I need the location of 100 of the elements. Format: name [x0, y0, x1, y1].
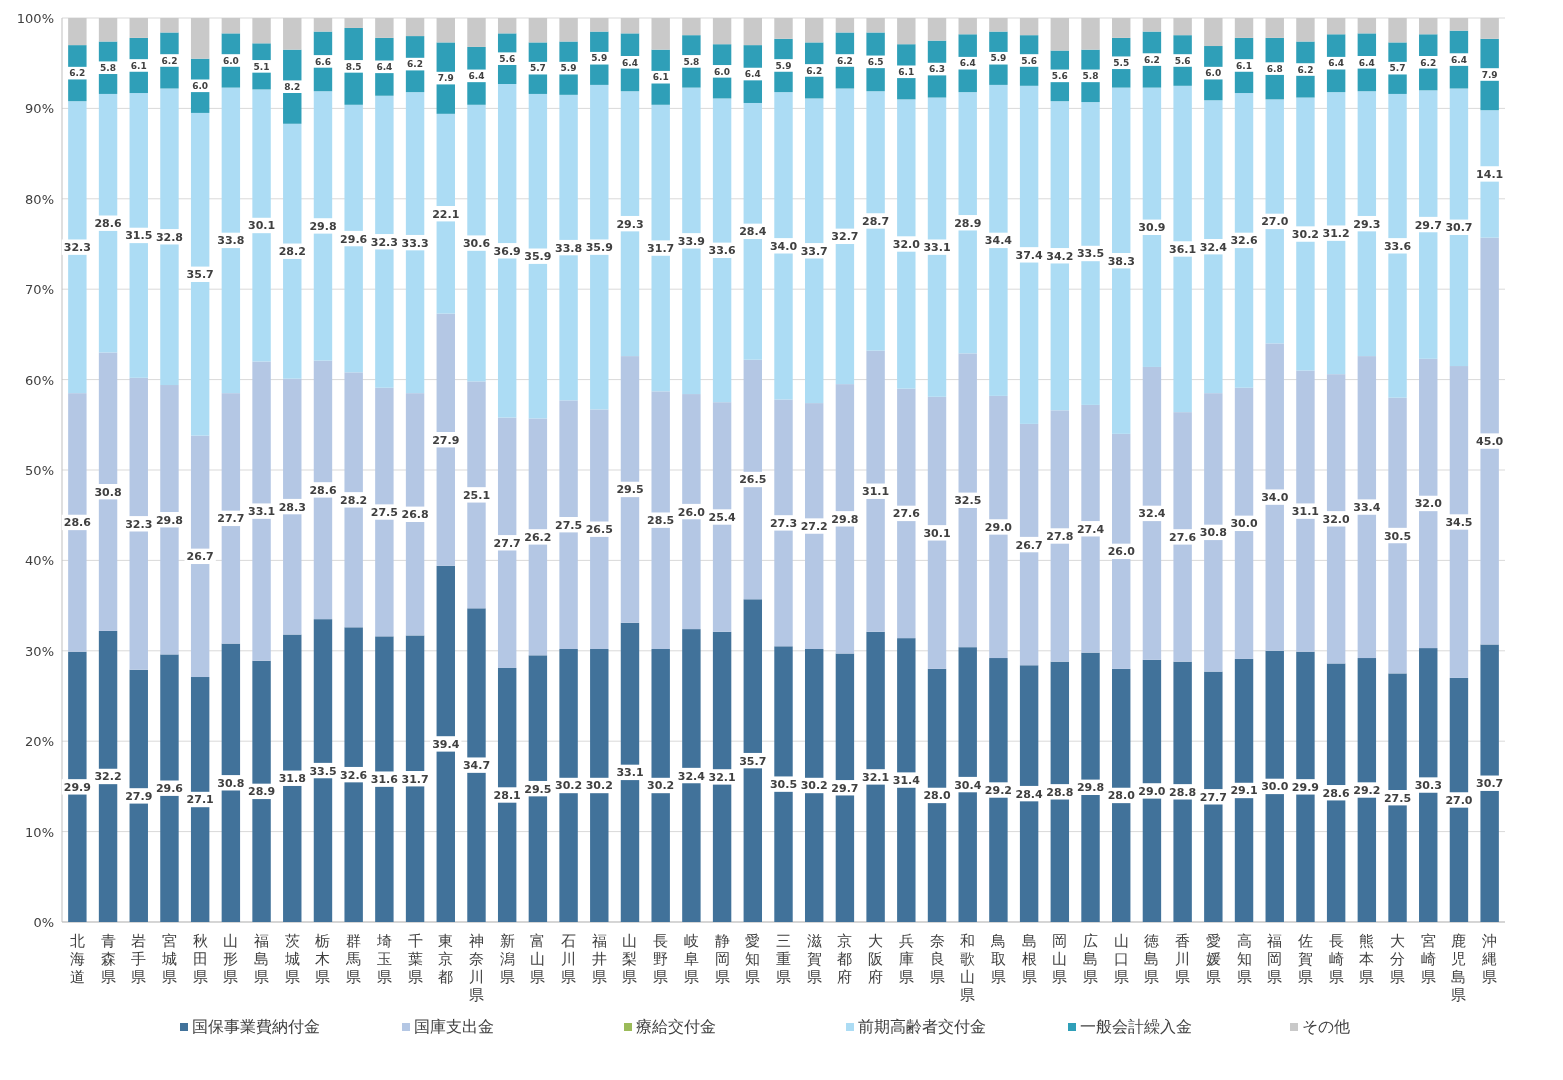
x-tick-label: 沖縄県 — [1481, 932, 1498, 986]
bar — [221, 18, 241, 34]
x-tick-label: 徳島県 — [1144, 932, 1160, 986]
bar — [68, 18, 87, 46]
data-label: 33.4 — [1353, 501, 1381, 515]
x-tick-label: 愛媛県 — [1205, 932, 1221, 986]
x-tick-label: 栃木県 — [315, 932, 331, 986]
bar — [1019, 18, 1039, 36]
data-label: 26.2 — [524, 530, 552, 544]
bar — [160, 18, 179, 33]
data-label: 32.1 — [862, 770, 890, 784]
data-label: 5.9 — [560, 63, 577, 74]
x-tick-label: 山形県 — [223, 932, 239, 986]
data-label: 6.1 — [130, 60, 147, 71]
bar — [1357, 18, 1377, 34]
bar — [1419, 18, 1438, 35]
data-label: 35.9 — [585, 241, 613, 255]
bar — [467, 18, 486, 47]
data-label: 30.4 — [954, 778, 982, 792]
data-label: 6.0 — [222, 55, 239, 66]
y-tick-label: 30% — [25, 643, 54, 659]
y-tick-label: 90% — [25, 101, 54, 117]
x-tick-label: 埼玉県 — [375, 932, 392, 986]
data-label: 33.7 — [800, 244, 828, 258]
data-label: 31.2 — [1322, 227, 1350, 241]
data-label: 30.8 — [217, 776, 245, 790]
data-label: 27.7 — [493, 536, 521, 550]
bar — [1449, 18, 1469, 31]
data-label: 6.0 — [1205, 68, 1222, 79]
data-label: 33.8 — [555, 241, 583, 255]
bar — [497, 18, 517, 34]
data-label: 6.2 — [69, 68, 86, 79]
data-label: 29.6 — [155, 782, 184, 796]
data-label: 45.0 — [1476, 435, 1504, 449]
x-tick-label: 秋田県 — [192, 932, 208, 986]
data-label: 25.4 — [708, 510, 737, 524]
data-label: 27.7 — [1199, 790, 1227, 804]
y-tick-label: 80% — [25, 191, 54, 207]
bar — [1050, 18, 1070, 51]
bar — [743, 18, 763, 46]
data-label: 5.9 — [775, 60, 792, 71]
data-label: 29.2 — [1353, 783, 1381, 797]
x-tick-label: 岐阜県 — [683, 932, 699, 986]
data-label: 27.5 — [555, 518, 583, 532]
data-label: 32.5 — [954, 494, 982, 508]
data-label: 29.2 — [984, 783, 1012, 797]
bar — [1204, 18, 1223, 47]
legend-label: 前期高齢者交付金 — [858, 1017, 986, 1036]
data-label: 26.7 — [186, 550, 214, 564]
data-label: 34.4 — [984, 234, 1013, 248]
data-label: 27.9 — [432, 433, 460, 447]
bar — [712, 18, 732, 45]
data-label: 5.7 — [1389, 63, 1406, 74]
data-label: 28.7 — [862, 214, 890, 228]
bar — [375, 18, 394, 38]
data-label: 6.8 — [1266, 63, 1283, 74]
data-label: 29.9 — [63, 780, 91, 794]
data-label: 30.2 — [1291, 228, 1320, 242]
bar — [1326, 18, 1346, 35]
data-label: 8.2 — [284, 81, 301, 92]
x-tick-label: 高知県 — [1236, 932, 1252, 986]
data-label: 6.2 — [1143, 54, 1160, 65]
bar — [1142, 18, 1162, 32]
data-label: 29.7 — [831, 781, 859, 795]
data-label: 28.2 — [340, 493, 368, 507]
data-label: 29.7 — [1414, 218, 1442, 232]
data-label: 32.4 — [1199, 240, 1228, 254]
data-label: 6.4 — [622, 57, 638, 68]
x-tick-label: 長野県 — [653, 932, 669, 986]
x-tick-label: 鹿児島県 — [1451, 932, 1467, 1004]
x-tick-label: 千葉県 — [407, 932, 423, 986]
x-tick-label: 三重県 — [776, 932, 791, 986]
x-tick-label: 東京都 — [438, 932, 454, 986]
data-label: 32.4 — [1138, 507, 1166, 521]
data-label: 33.5 — [309, 764, 337, 778]
data-label: 7.9 — [437, 73, 454, 84]
data-label: 32.0 — [1414, 497, 1443, 511]
data-label: 27.1 — [186, 793, 214, 807]
data-label: 6.2 — [407, 59, 424, 70]
data-label: 32.6 — [340, 768, 368, 782]
data-label: 27.3 — [769, 516, 798, 530]
x-tick-label: 愛知県 — [745, 932, 761, 986]
data-label: 29.5 — [616, 483, 644, 497]
legend-label: 国庫支出金 — [414, 1017, 494, 1036]
data-label: 30.7 — [1445, 221, 1473, 235]
x-tick-label: 群馬県 — [345, 932, 362, 986]
data-label: 28.0 — [923, 789, 951, 803]
data-label: 30.5 — [769, 778, 798, 792]
bar — [958, 18, 977, 35]
x-tick-label: 茨城県 — [283, 932, 300, 986]
bar — [313, 18, 333, 32]
legend-label: 一般会計繰入金 — [1080, 1017, 1192, 1036]
data-label: 30.0 — [1261, 780, 1289, 794]
data-label: 27.8 — [1046, 529, 1074, 543]
data-label: 6.4 — [468, 71, 485, 82]
data-label: 33.6 — [708, 244, 737, 258]
data-label: 27.5 — [370, 506, 398, 519]
bar — [283, 18, 302, 50]
legend-label: 療給交付金 — [636, 1017, 716, 1036]
bar — [1480, 18, 1499, 39]
